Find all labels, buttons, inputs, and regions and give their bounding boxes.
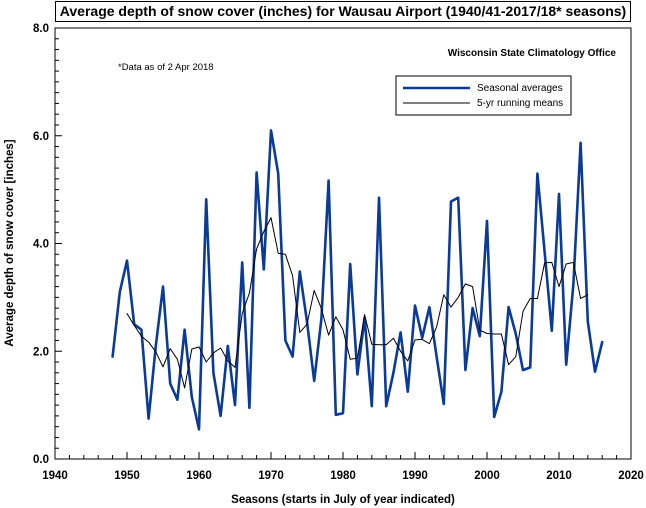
x-tick-label: 2020 (618, 470, 644, 482)
x-tick-label: 2010 (546, 470, 572, 482)
y-tick-label: 0.0 (33, 454, 49, 466)
x-tick-label: 1990 (402, 470, 428, 482)
legend-box (395, 75, 572, 116)
series-line-seasonal-averages (111, 129, 604, 431)
legend-label-seasonal: Seasonal averages (477, 83, 563, 94)
x-tick-label: 1960 (186, 470, 212, 482)
y-tick-label: 8.0 (33, 23, 49, 35)
y-axis-label: Average depth of snow cover [inches] (4, 139, 16, 346)
series-line-5yr-running-means (126, 217, 589, 389)
source-label: Wisconsin State Climatology Office (448, 48, 617, 59)
x-axis-label: Seasons (starts in July of year indicate… (231, 494, 455, 506)
y-tick-label: 6.0 (33, 131, 49, 143)
x-tick-label: 1950 (114, 470, 140, 482)
chart-title: Average depth of snow cover (inches) for… (55, 1, 631, 22)
y-tick-label: 4.0 (33, 239, 49, 251)
series-layer (111, 129, 604, 431)
x-tick-label: 1980 (330, 470, 356, 482)
legend-label-running-mean: 5-yr running means (477, 98, 563, 109)
legend: Seasonal averages 5-yr running means (395, 75, 572, 116)
x-tick-label: 1940 (42, 470, 68, 482)
data-note: *Data as of 2 Apr 2018 (118, 62, 214, 73)
x-axis: 1940 1950 1960 1970 1980 1990 2000 2010 2020 (42, 452, 644, 482)
y-axis: 0.0 2.0 4.0 6.0 8.0 (33, 23, 62, 466)
x-tick-label: 1970 (258, 470, 284, 482)
y-tick-label: 2.0 (33, 346, 49, 358)
x-tick-label: 2000 (474, 470, 500, 482)
